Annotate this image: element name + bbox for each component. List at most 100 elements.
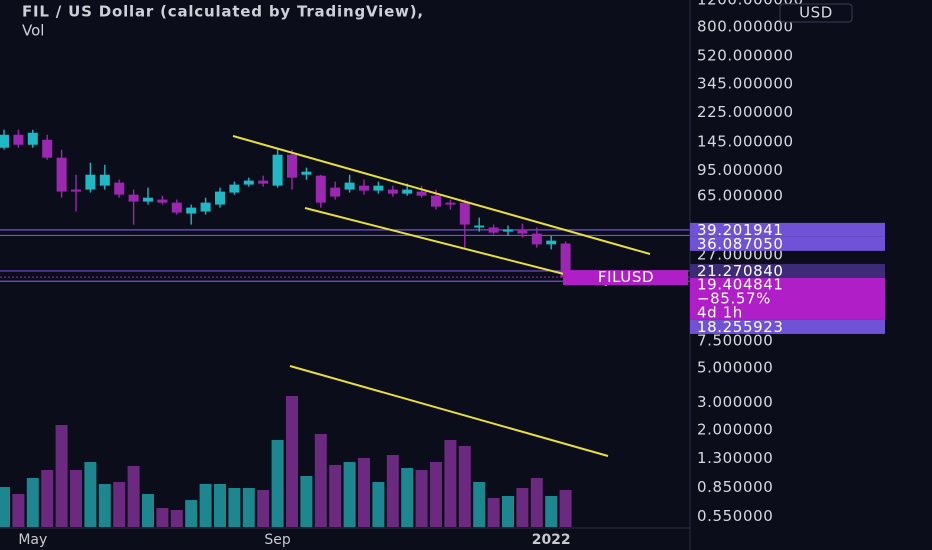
x-tick-label: Sep bbox=[264, 532, 291, 548]
y-tick-label: 345.000000 bbox=[697, 74, 794, 92]
currency-box[interactable] bbox=[779, 3, 853, 23]
candle-body bbox=[503, 229, 513, 232]
symbol-label[interactable]: FILUSD bbox=[598, 268, 654, 286]
volume-bar bbox=[70, 470, 82, 527]
candle-body bbox=[143, 197, 153, 202]
chart-title: FIL / US Dollar (calculated by TradingVi… bbox=[22, 3, 424, 21]
candle-body bbox=[344, 182, 355, 190]
volume-bar bbox=[487, 498, 500, 527]
candle-body bbox=[416, 191, 427, 196]
y-tick-label: 800.000000 bbox=[697, 18, 794, 36]
volume-bar bbox=[473, 482, 486, 527]
volume-bar bbox=[185, 500, 198, 527]
y-tick-label: 3.000000 bbox=[697, 393, 773, 411]
y-tick-label: 95.000000 bbox=[697, 161, 784, 179]
symbol-box[interactable] bbox=[563, 270, 688, 286]
candle-body bbox=[229, 184, 240, 193]
candle-body bbox=[85, 174, 96, 190]
candle-body bbox=[531, 233, 542, 245]
volume-bar bbox=[257, 490, 270, 527]
y-tick-label: 7.500000 bbox=[697, 331, 773, 349]
candle-body bbox=[42, 139, 53, 158]
candle-body bbox=[71, 189, 81, 192]
candle-body bbox=[0, 134, 9, 148]
candle-body bbox=[186, 207, 197, 214]
trend-line bbox=[232, 135, 651, 255]
y-tick-label: 0.850000 bbox=[697, 478, 773, 496]
volume-bar bbox=[502, 496, 514, 527]
price-line-label: 21.270840 bbox=[697, 262, 784, 280]
y-tick-label: 145.000000 bbox=[697, 132, 794, 150]
volume-bar bbox=[41, 470, 54, 527]
volume-bar bbox=[329, 465, 342, 527]
volume-bar bbox=[415, 470, 428, 527]
x-tick-label: May bbox=[18, 532, 47, 548]
volume-bar bbox=[286, 396, 298, 527]
price-line-box bbox=[690, 222, 885, 237]
y-tick-label: 520.000000 bbox=[697, 47, 794, 65]
candle-body bbox=[215, 191, 225, 205]
volume-bar bbox=[142, 494, 154, 527]
volume-bar bbox=[358, 458, 370, 527]
candle-body bbox=[330, 187, 341, 197]
volume-bar bbox=[242, 488, 255, 527]
volume-bar bbox=[26, 478, 39, 527]
candle-body bbox=[56, 157, 67, 192]
candle-body bbox=[99, 174, 110, 186]
candle-body bbox=[200, 202, 211, 212]
candle-body bbox=[560, 243, 571, 278]
candle-body bbox=[459, 202, 470, 225]
price-line-label: 39.201941 bbox=[697, 221, 784, 239]
volume-bar bbox=[444, 440, 457, 527]
candle-body bbox=[27, 132, 38, 145]
change-label: −85.57% bbox=[697, 289, 771, 307]
y-tick-label: 1200.000000 bbox=[697, 0, 804, 9]
volume-bar bbox=[386, 455, 399, 527]
candle-body bbox=[387, 189, 398, 194]
candle-body bbox=[474, 225, 485, 228]
candle-body bbox=[157, 199, 168, 203]
candle-body bbox=[315, 175, 326, 203]
volume-bar bbox=[0, 487, 10, 527]
volume-bar bbox=[113, 482, 126, 527]
trend-line bbox=[304, 207, 608, 286]
candle-body bbox=[287, 154, 297, 178]
price-line-label: 36.087050 bbox=[697, 235, 784, 253]
x-tick-label: 2022 bbox=[532, 532, 571, 548]
volume-bar bbox=[545, 496, 558, 527]
currency[interactable]: USD bbox=[799, 4, 833, 22]
y-tick-label: 0.550000 bbox=[697, 507, 773, 525]
volume-bar bbox=[516, 488, 529, 527]
candle-body bbox=[301, 171, 312, 175]
candle-body bbox=[546, 240, 557, 245]
trend-line bbox=[289, 365, 609, 457]
volume-bar bbox=[401, 468, 414, 527]
candle-body bbox=[13, 134, 24, 145]
price-line-label: 18.255923 bbox=[697, 318, 784, 336]
candle-body bbox=[488, 227, 499, 233]
volume-bar bbox=[214, 484, 226, 527]
candle-body bbox=[114, 182, 125, 195]
candle-body bbox=[272, 154, 283, 186]
candle-body bbox=[517, 229, 528, 234]
volume-bar bbox=[530, 478, 543, 527]
price-line-box bbox=[690, 263, 885, 278]
candle-body bbox=[431, 195, 441, 207]
volume-bar bbox=[458, 446, 471, 527]
volume-bar bbox=[559, 490, 572, 527]
candle-body bbox=[243, 180, 254, 185]
price-line-box bbox=[690, 319, 885, 334]
volume-bar bbox=[156, 508, 169, 527]
candle-body bbox=[359, 185, 369, 191]
y-tick-label: 65.000000 bbox=[697, 186, 784, 204]
volume-bar bbox=[300, 476, 313, 527]
volume-bar bbox=[343, 462, 356, 527]
volume-bar bbox=[170, 510, 183, 527]
price-line-box bbox=[690, 236, 885, 251]
y-tick-label: 2.000000 bbox=[697, 420, 773, 438]
candle-body bbox=[402, 189, 413, 194]
plot-area bbox=[0, 129, 690, 527]
volume-bar bbox=[55, 425, 68, 527]
candle-body bbox=[445, 202, 456, 205]
